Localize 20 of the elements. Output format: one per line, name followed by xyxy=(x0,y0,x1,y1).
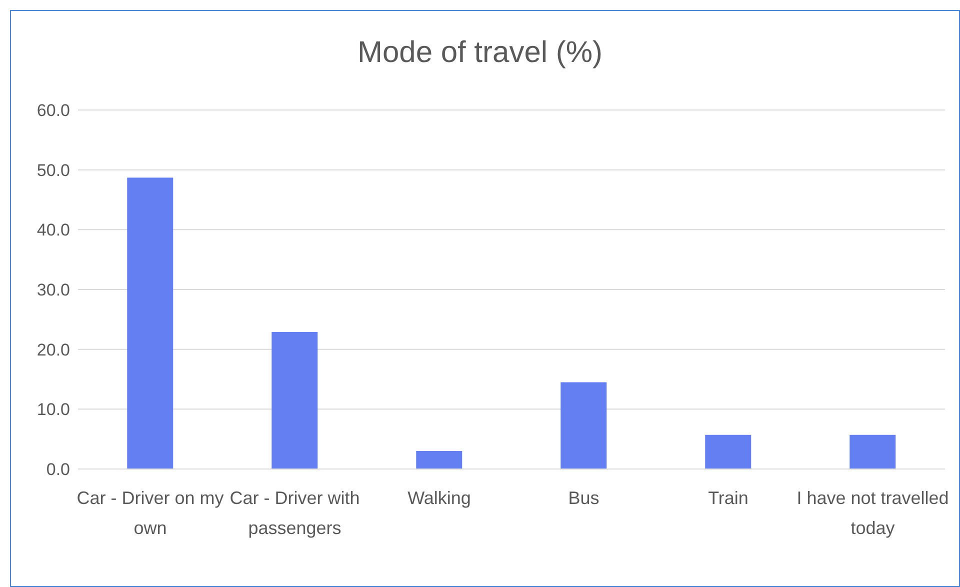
y-tick-label: 40.0 xyxy=(36,220,70,240)
x-tick-label: Car - Driver on my own xyxy=(76,488,224,538)
bar xyxy=(127,178,174,469)
y-tick-label: 10.0 xyxy=(36,400,70,420)
bar xyxy=(560,382,607,469)
y-tick-label: 60.0 xyxy=(36,101,70,120)
x-tick-label: Car - Driver with passengers xyxy=(230,488,360,538)
bar xyxy=(850,434,896,469)
y-tick-label: 0.0 xyxy=(46,460,70,480)
x-tick-label: I have not travelled today xyxy=(796,488,949,538)
x-tick-label: Walking xyxy=(408,488,471,508)
x-tick-label: Train xyxy=(708,488,748,508)
y-tick-label: 50.0 xyxy=(36,160,70,180)
y-tick-label: 20.0 xyxy=(36,340,70,360)
x-tick-label: Bus xyxy=(568,488,600,508)
bar xyxy=(416,451,462,469)
bar xyxy=(272,332,318,469)
chart-title: Mode of travel (%) xyxy=(356,36,604,70)
bar xyxy=(705,434,752,469)
y-tick-label: 30.0 xyxy=(36,280,70,300)
